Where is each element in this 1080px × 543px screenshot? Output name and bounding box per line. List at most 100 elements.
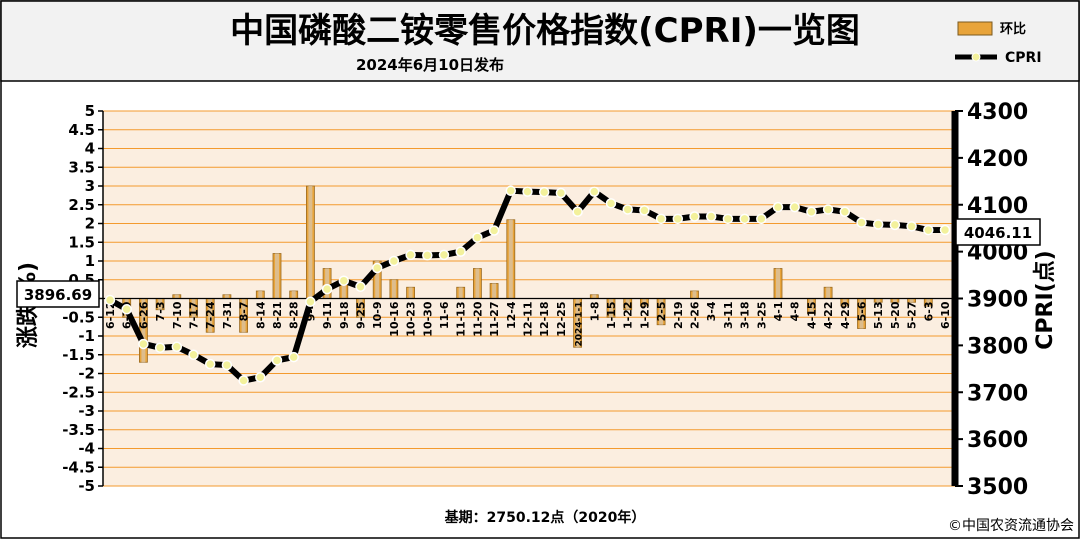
y-left-tick-label: 1: [85, 252, 95, 270]
y-right-tick-label: 3800: [967, 334, 1028, 359]
bar-highlight: [308, 186, 313, 299]
legend-line-label: CPRI: [1005, 50, 1042, 66]
bar-highlight: [475, 268, 480, 299]
bar-highlight: [592, 294, 597, 299]
cpri-point: [589, 186, 600, 197]
y-left-tick-label: -4.5: [62, 458, 95, 476]
x-tick-label: 8-28: [288, 302, 301, 330]
x-tick-label: 4-1: [772, 302, 785, 322]
bar-highlight: [258, 291, 263, 299]
cpri-point: [572, 206, 583, 218]
cpri-point: [221, 359, 233, 371]
start-callout-box: [16, 280, 100, 308]
bar-highlight: [208, 298, 213, 333]
x-tick-label: 2-26: [689, 301, 702, 329]
bar-highlight: [275, 253, 279, 299]
x-tick-label: 7-3: [154, 302, 167, 322]
bar-highlight: [892, 298, 897, 303]
cpri-point: [422, 250, 433, 261]
start-value-text: 3896.69: [24, 286, 92, 304]
y-left-tick-label: -5: [78, 477, 95, 495]
x-tick-label: 12-4: [505, 301, 518, 329]
x-tick-label: 12-18: [538, 302, 551, 337]
grid-lines: [103, 110, 955, 487]
x-tick-label: 2024-1-1: [575, 302, 585, 347]
y-left-tick-label: -3: [78, 402, 95, 420]
legend-line-marker: [971, 52, 981, 62]
cpri-point: [839, 206, 851, 218]
bar-highlight: [141, 298, 146, 363]
bar-highlight: [575, 298, 580, 348]
y-left-tick-label: -1: [78, 327, 95, 345]
x-tick-label: 3-11: [722, 302, 735, 330]
bar-highlight: [241, 298, 246, 333]
y-left-tick-label: 1.5: [68, 233, 95, 251]
bar-highlight: [508, 219, 513, 299]
cpri-point: [538, 186, 550, 198]
cpri-point: [555, 187, 567, 199]
cpri-point: [689, 211, 700, 222]
x-tick-label: 11-6: [438, 301, 451, 329]
cpri-point: [204, 358, 216, 370]
bar-highlight: [158, 298, 163, 310]
cpri-point: [906, 221, 917, 232]
x-tick-label: 8-14: [254, 301, 267, 329]
cpri-point: [405, 249, 416, 261]
x-tick-label: 3-25: [755, 302, 768, 330]
bar-highlight: [492, 283, 497, 299]
bar-highlight: [926, 298, 931, 306]
cpri-point: [104, 294, 116, 306]
legend: 环比 CPRI: [955, 21, 1042, 66]
bar-highlight: [325, 268, 330, 299]
cpri-point: [889, 219, 901, 231]
cpri-point: [939, 224, 951, 236]
x-tick-label: 3-18: [739, 302, 752, 330]
cpri-point: [271, 355, 283, 366]
y-right-tick-label: 4100: [967, 194, 1028, 219]
cpri-point: [705, 211, 717, 222]
cpri-point: [338, 275, 350, 286]
x-tick-label: 7-17: [188, 302, 201, 330]
y-left-tick-label: -0.5: [62, 308, 95, 326]
bar-highlight: [358, 298, 363, 318]
cpri-point: [806, 206, 817, 218]
legend-bar-label: 环比: [1000, 21, 1026, 37]
y-left-tick-label: 4: [85, 140, 95, 158]
cpri-point: [388, 255, 400, 267]
x-tick-label: 11-13: [455, 302, 468, 337]
y-right-label: CPRI(点): [1032, 250, 1058, 350]
x-tick-label: 8-21: [271, 302, 284, 330]
bar-highlight: [842, 298, 847, 306]
cpri-point: [622, 204, 633, 215]
cpri-point: [455, 246, 466, 257]
x-tick-label: 10-16: [388, 301, 401, 337]
cpri-point: [305, 296, 316, 308]
cpri-point: [171, 341, 183, 353]
cpri-point: [238, 375, 249, 386]
cpri-point: [605, 198, 617, 209]
bar-highlight: [809, 298, 814, 314]
cpri-point: [655, 213, 667, 225]
y-left-tick-label: 4.5: [68, 121, 95, 139]
y-left-tick-label: -1.5: [62, 346, 95, 364]
bar-highlight: [876, 298, 881, 303]
cpri-point: [923, 224, 934, 236]
cpri-point: [639, 205, 650, 216]
y-right-tick-label: 4200: [967, 147, 1028, 172]
cpri-point: [438, 249, 450, 261]
cpri-point: [856, 217, 867, 228]
bar-highlight: [642, 298, 647, 306]
y-left-tick-label: -2: [78, 365, 95, 383]
x-tick-label: 9-18: [338, 302, 351, 330]
start-value-callout: 3896.69: [16, 280, 100, 308]
cpri-point: [138, 338, 149, 350]
x-tick-label: 11-27: [488, 301, 501, 336]
bar-highlight: [408, 287, 413, 299]
bar-highlight: [859, 298, 864, 329]
bar-highlight: [391, 279, 396, 299]
y-right-tick-label: 3600: [967, 428, 1028, 453]
x-tick-label: 1-8: [588, 302, 601, 322]
y-left-tick-label: 5: [85, 102, 95, 120]
cpri-point: [154, 342, 166, 353]
